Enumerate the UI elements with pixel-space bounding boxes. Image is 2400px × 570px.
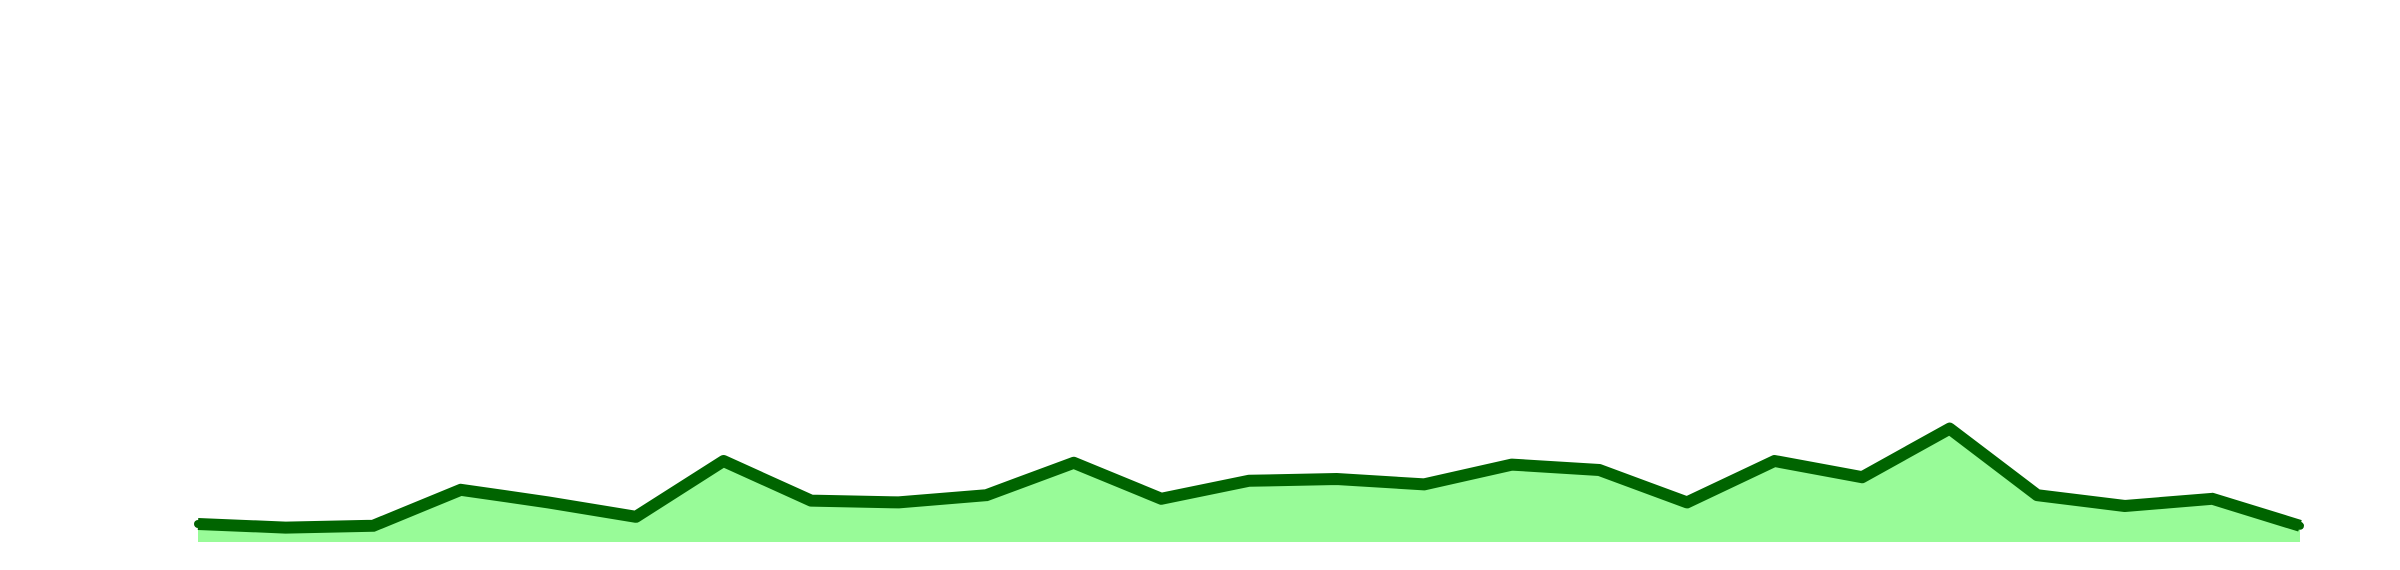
data-point — [1245, 476, 1253, 485]
data-point — [1858, 473, 1867, 482]
data-point — [807, 496, 816, 505]
data-point — [1420, 480, 1429, 489]
data-point — [982, 491, 991, 500]
data-point — [456, 485, 465, 494]
data-point — [1595, 466, 1604, 474]
data-point — [281, 523, 290, 532]
data-point — [194, 520, 202, 528]
data-point — [2120, 502, 2129, 510]
data-point — [1507, 460, 1516, 469]
data-point — [1682, 498, 1691, 507]
data-point — [1770, 457, 1779, 465]
data-point — [631, 512, 640, 521]
data-point — [1069, 458, 1078, 467]
data-point — [1157, 494, 1166, 503]
data-point — [1332, 475, 1341, 483]
data-point — [2208, 494, 2217, 503]
data-point — [544, 498, 553, 507]
data-point — [719, 457, 728, 465]
data-point — [2296, 521, 2304, 530]
data-point — [1945, 424, 1954, 433]
data-point — [894, 498, 903, 507]
data-point — [369, 521, 378, 530]
point-layer — [194, 424, 2304, 532]
data-point — [2033, 491, 2042, 500]
